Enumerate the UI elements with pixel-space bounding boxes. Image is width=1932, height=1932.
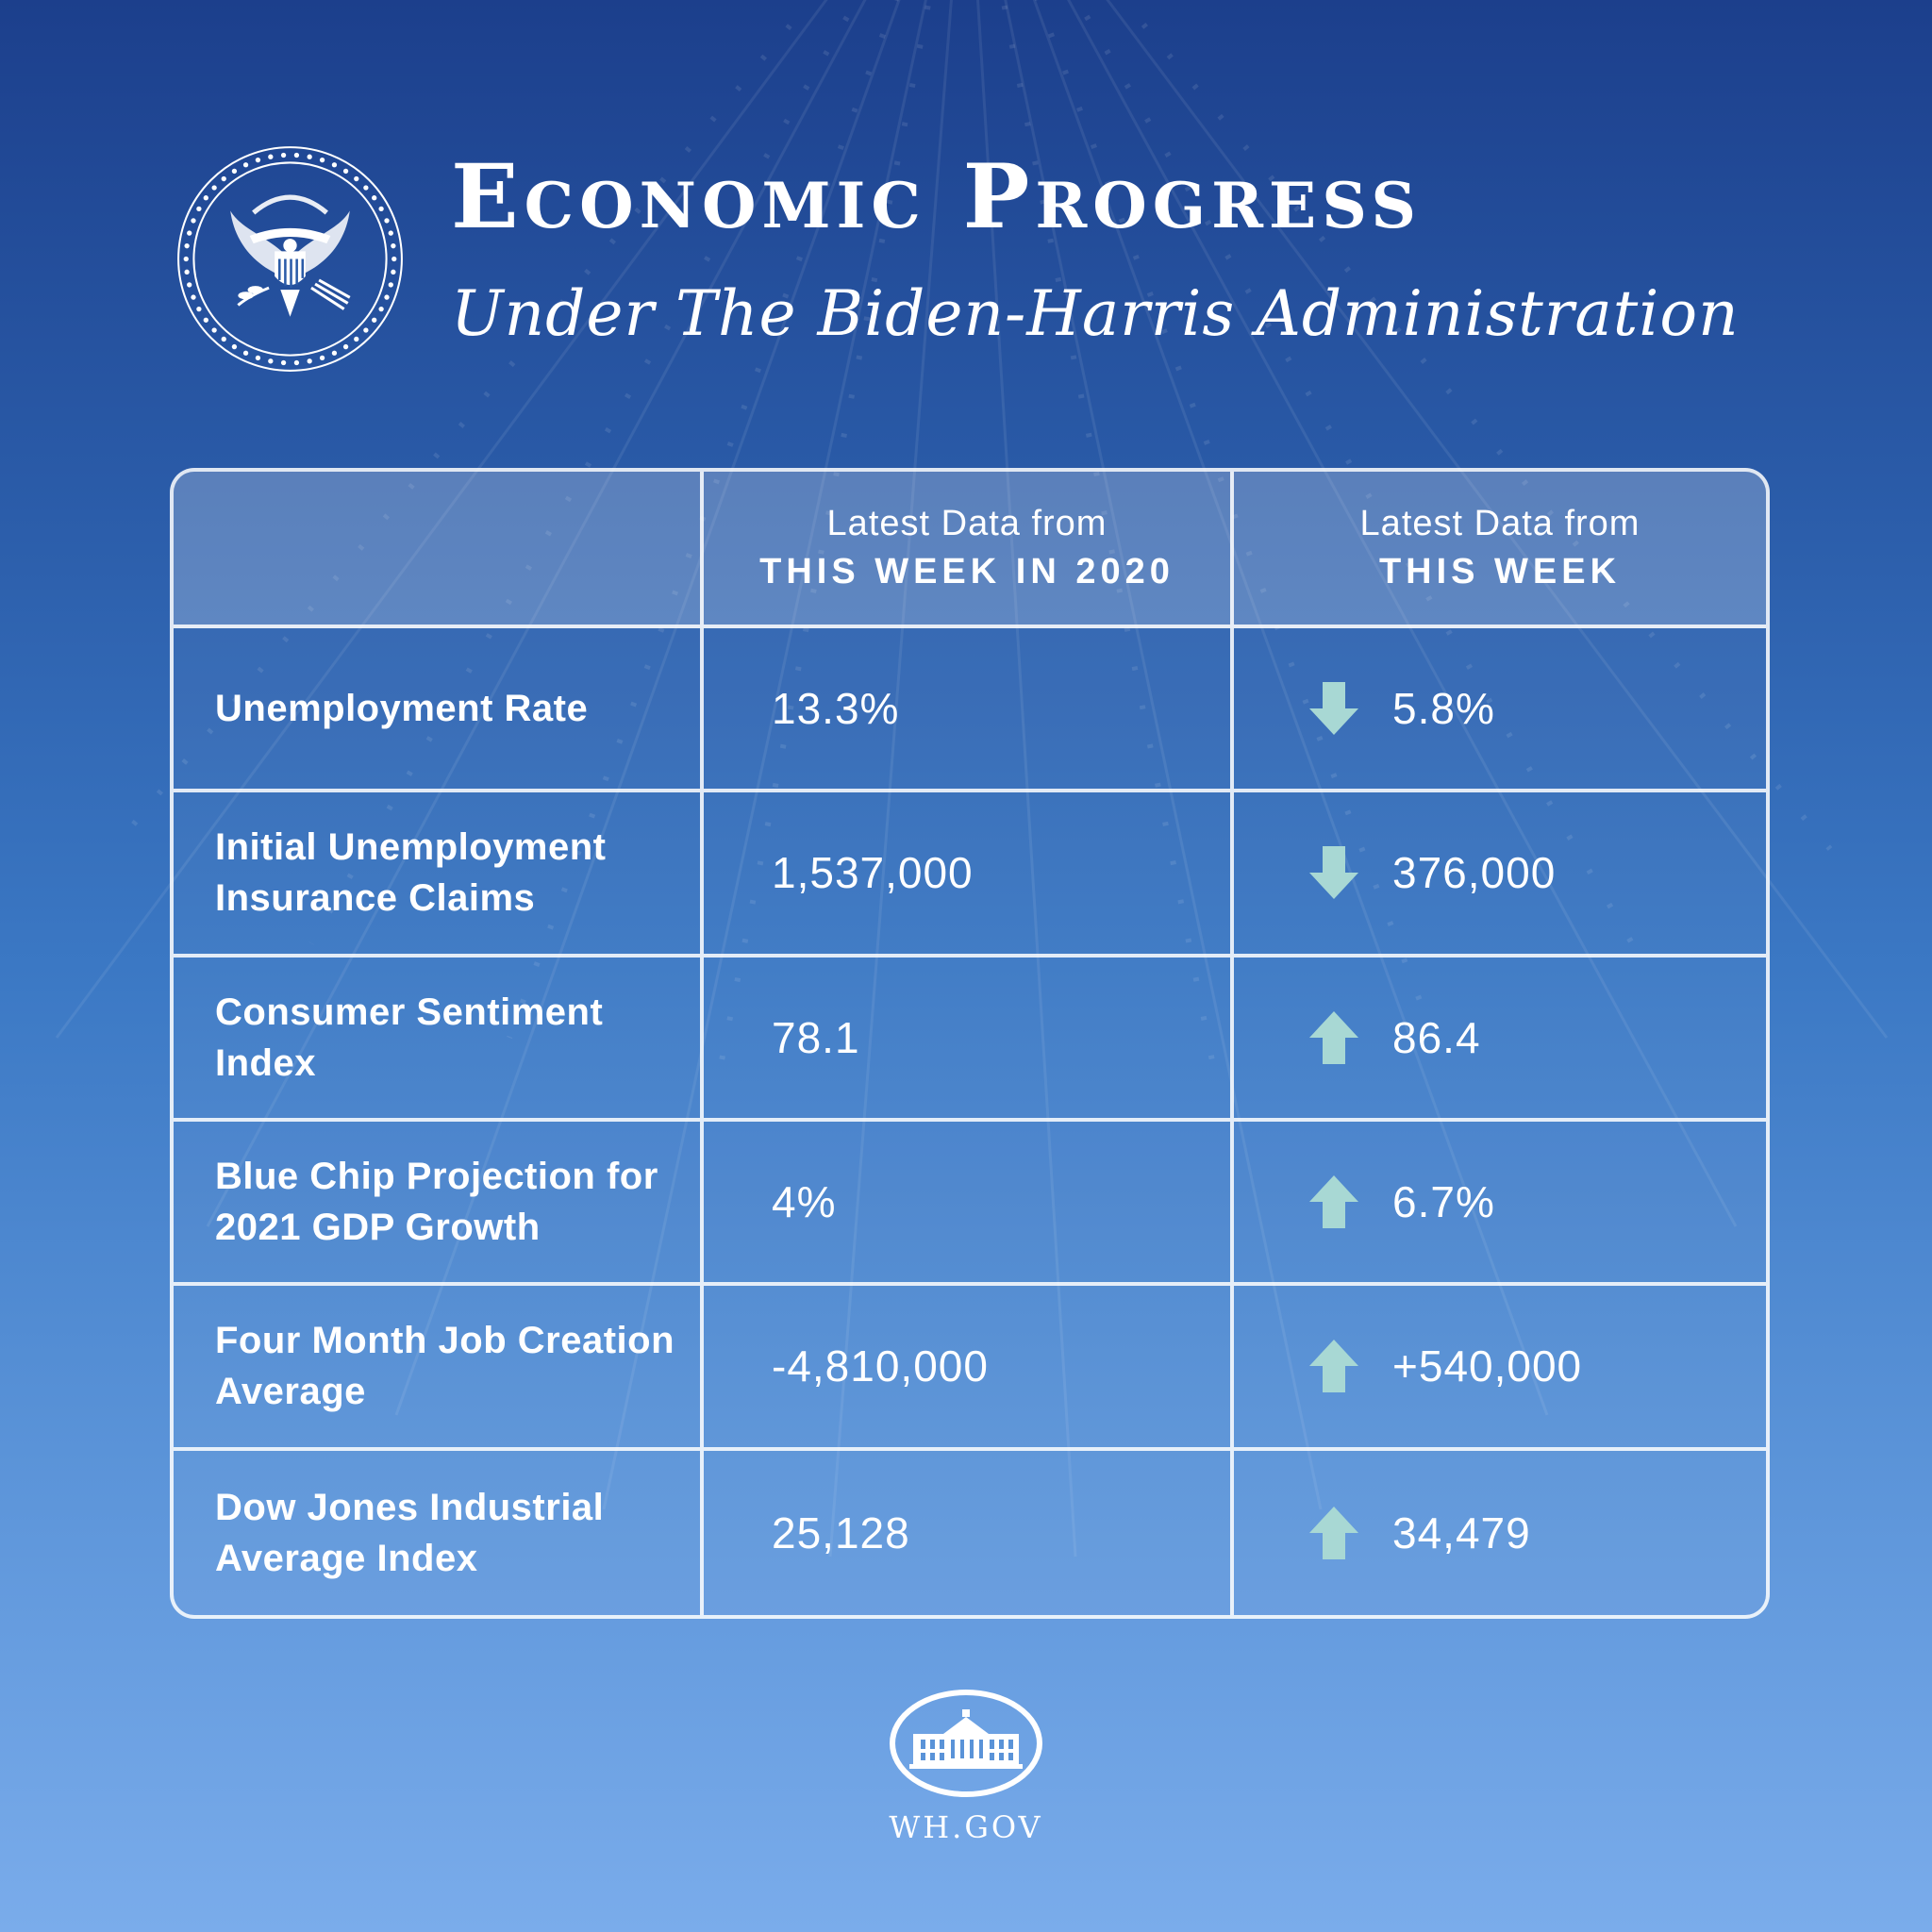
column-header-2020: Latest Data from THIS WEEK IN 2020: [704, 472, 1234, 628]
white-house-logo-icon: [890, 1690, 1042, 1797]
value-now: +540,000: [1392, 1341, 1583, 1391]
table-header-empty: [174, 472, 704, 628]
arrow-up-icon: [1309, 1340, 1358, 1393]
arrow-up-icon: [1309, 1506, 1358, 1559]
value-2020: -4,810,000: [704, 1286, 1234, 1451]
row-label: Dow Jones Industrial Average Index: [174, 1450, 704, 1615]
presidential-seal-icon: [177, 146, 403, 372]
column-header-2020-line1: Latest Data from: [826, 504, 1108, 543]
arrow-down-icon: [1309, 846, 1358, 900]
value-now-cell: 86.4: [1234, 958, 1766, 1122]
value-now-cell: 5.8%: [1234, 628, 1766, 793]
page-title: Economic Progress: [451, 145, 1423, 249]
arrow-up-icon: [1309, 1010, 1358, 1064]
page-subtitle: Under The Biden-Harris Administration: [451, 277, 1740, 350]
comparison-table: Latest Data from THIS WEEK IN 2020 Lates…: [170, 468, 1770, 1619]
column-header-now-line1: Latest Data from: [1359, 504, 1641, 543]
row-label: Initial Unemployment Insurance Claims: [174, 792, 704, 958]
value-now-cell: +540,000: [1234, 1286, 1766, 1451]
column-header-now-line2: THIS WEEK: [1378, 552, 1622, 591]
row-label: Consumer Sentiment Index: [174, 957, 704, 1122]
value-now: 86.4: [1392, 1012, 1481, 1062]
value-2020: 4%: [704, 1121, 1234, 1287]
value-2020: 1,537,000: [704, 792, 1234, 958]
value-now-cell: 6.7%: [1234, 1122, 1766, 1287]
value-2020: 25,128: [704, 1450, 1234, 1615]
row-label: Unemployment Rate: [174, 628, 704, 793]
footer-url: WH.GOV: [889, 1809, 1043, 1845]
value-2020: 78.1: [704, 957, 1234, 1122]
arrow-up-icon: [1309, 1175, 1358, 1229]
value-2020: 13.3%: [704, 628, 1234, 793]
value-now-cell: 376,000: [1234, 792, 1766, 958]
row-label: Four Month Job Creation Average: [174, 1286, 704, 1451]
value-now-cell: 34,479: [1234, 1451, 1766, 1615]
value-now: 6.7%: [1392, 1177, 1495, 1227]
arrow-down-icon: [1309, 682, 1358, 736]
value-now: 34,479: [1392, 1507, 1531, 1557]
column-header-now: Latest Data from THIS WEEK: [1234, 472, 1766, 628]
row-label: Blue Chip Projection for 2021 GDP Growth: [174, 1121, 704, 1287]
value-now: 376,000: [1392, 848, 1557, 898]
value-now: 5.8%: [1392, 684, 1495, 734]
column-header-2020-line2: THIS WEEK IN 2020: [759, 552, 1174, 591]
